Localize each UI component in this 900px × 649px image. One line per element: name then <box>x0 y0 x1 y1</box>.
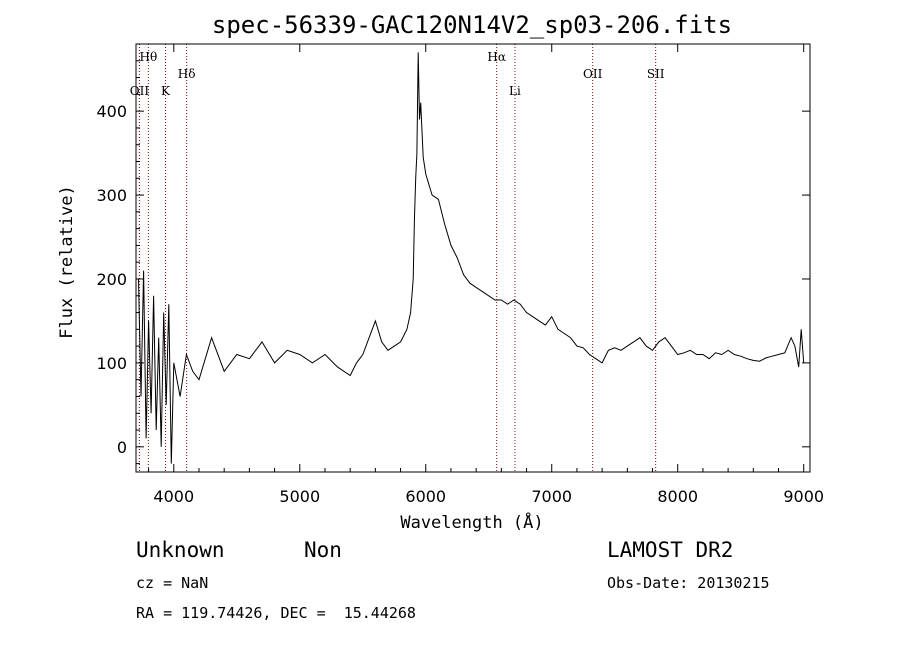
y-tick-label: 200 <box>96 270 127 289</box>
object-subclass: Non <box>304 538 342 562</box>
spectral-line-label: Li <box>509 84 521 98</box>
axis-ticks: 4000 5000 6000 7000 8000 9000 0 100 200 300 400 <box>96 44 824 506</box>
x-tick-label: 6000 <box>405 487 446 506</box>
survey-name: LAMOST DR2 <box>607 538 734 562</box>
spectral-line-label: OII <box>583 67 603 81</box>
spectral-line-label: SII <box>647 67 665 81</box>
y-tick-label: 100 <box>96 354 127 373</box>
x-tick-label: 9000 <box>783 487 824 506</box>
chart-title: spec-56339-GAC120N14V2_sp03-206.fits <box>212 11 732 39</box>
coordinates-text: RA = 119.74426, DEC = 15.44268 <box>136 604 416 622</box>
spectral-line-label: Hα <box>487 50 506 64</box>
spectral-line-label: K <box>161 84 171 98</box>
obs-date-text: Obs-Date: 20130215 <box>607 574 770 592</box>
spectrum-line <box>138 52 805 464</box>
plot-frame <box>135 43 811 473</box>
x-axis-label: Wavelength (Å) <box>400 511 543 533</box>
object-class: Unknown <box>136 538 225 562</box>
y-tick-label: 400 <box>96 102 127 121</box>
spectral-line-markers: Hθ OII K Hδ Hα Li OII SII <box>130 44 665 472</box>
spectral-line-label: Hθ <box>139 50 157 64</box>
x-tick-label: 5000 <box>279 487 320 506</box>
spectral-line-label: OII <box>130 84 150 98</box>
y-tick-label: 300 <box>96 186 127 205</box>
y-axis-label: Flux (relative) <box>57 185 77 339</box>
redshift-text: cz = NaN <box>136 574 209 592</box>
x-tick-label: 8000 <box>657 487 698 506</box>
y-tick-label: 0 <box>117 438 127 457</box>
spectral-line-label: Hδ <box>178 67 196 81</box>
x-tick-label: 7000 <box>531 487 572 506</box>
spectrum-series <box>138 52 805 464</box>
x-tick-label: 4000 <box>153 487 194 506</box>
